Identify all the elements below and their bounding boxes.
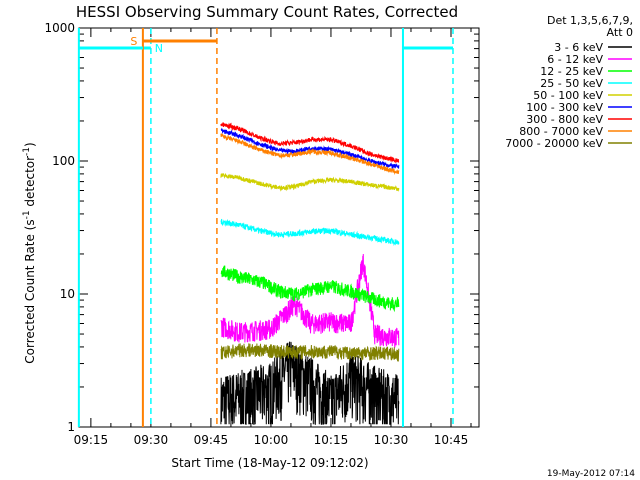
x-tick-label: 09:15 bbox=[74, 433, 109, 447]
observing-intervals: NS bbox=[77, 28, 454, 427]
legend-entry: 7000 - 20000 keV bbox=[505, 137, 603, 150]
legend-entry: 25 - 50 keV bbox=[540, 77, 603, 90]
x-tick-label: 10:45 bbox=[434, 433, 469, 447]
x-tick-labels: 09:15 09:30 09:45 10:00 10:15 10:30 10:45 bbox=[74, 433, 469, 447]
legend-entry: 800 - 7000 keV bbox=[519, 125, 603, 138]
y-tick-labels: 1 10 100 1000 bbox=[44, 21, 75, 434]
legend-header: Att 0 bbox=[607, 26, 633, 39]
series-line bbox=[220, 341, 400, 426]
x-tick-label: 10:00 bbox=[254, 433, 289, 447]
legend-entry: 100 - 300 keV bbox=[526, 101, 603, 114]
y-tick-label: 10 bbox=[60, 287, 75, 301]
series-line bbox=[220, 253, 400, 348]
legend-entry: 300 - 800 keV bbox=[526, 113, 603, 126]
interval-label: S bbox=[130, 35, 137, 48]
series-line bbox=[220, 133, 400, 176]
plot-axes bbox=[78, 27, 480, 428]
legend-entry: 3 - 6 keV bbox=[554, 41, 603, 54]
x-tick-label: 09:30 bbox=[134, 433, 169, 447]
series-line bbox=[220, 172, 400, 192]
x-tick-label: 10:30 bbox=[374, 433, 409, 447]
y-tick-label: 1000 bbox=[44, 21, 75, 35]
x-tick-label: 09:45 bbox=[194, 433, 229, 447]
y-tick-label: 1 bbox=[67, 420, 75, 434]
legend-entry: 50 - 100 keV bbox=[533, 89, 603, 102]
series-line bbox=[220, 218, 400, 246]
series-line bbox=[220, 127, 400, 169]
legend-header: Det 1,3,5,6,7,9, bbox=[547, 14, 633, 27]
x-tick-label: 10:15 bbox=[314, 433, 349, 447]
series-line bbox=[220, 122, 400, 164]
chart-title: HESSI Observing Summary Count Rates, Cor… bbox=[76, 3, 458, 21]
y-axis-label: Corrected Count Rate (s-1 detector-1) bbox=[22, 142, 37, 363]
x-axis-label: Start Time (18-May-12 09:12:02) bbox=[171, 456, 368, 470]
legend-entry: 12 - 25 keV bbox=[540, 65, 603, 78]
legend-entry: 6 - 12 keV bbox=[547, 53, 603, 66]
footer-date: 19-May-2012 07:14 bbox=[547, 469, 635, 479]
data-series bbox=[220, 122, 400, 426]
y-tick-label: 100 bbox=[52, 154, 75, 168]
plot-frame bbox=[78, 27, 480, 428]
series-line bbox=[220, 343, 400, 362]
interval-label: N bbox=[155, 42, 163, 55]
tick-marks bbox=[79, 27, 479, 428]
series-line bbox=[220, 265, 400, 313]
